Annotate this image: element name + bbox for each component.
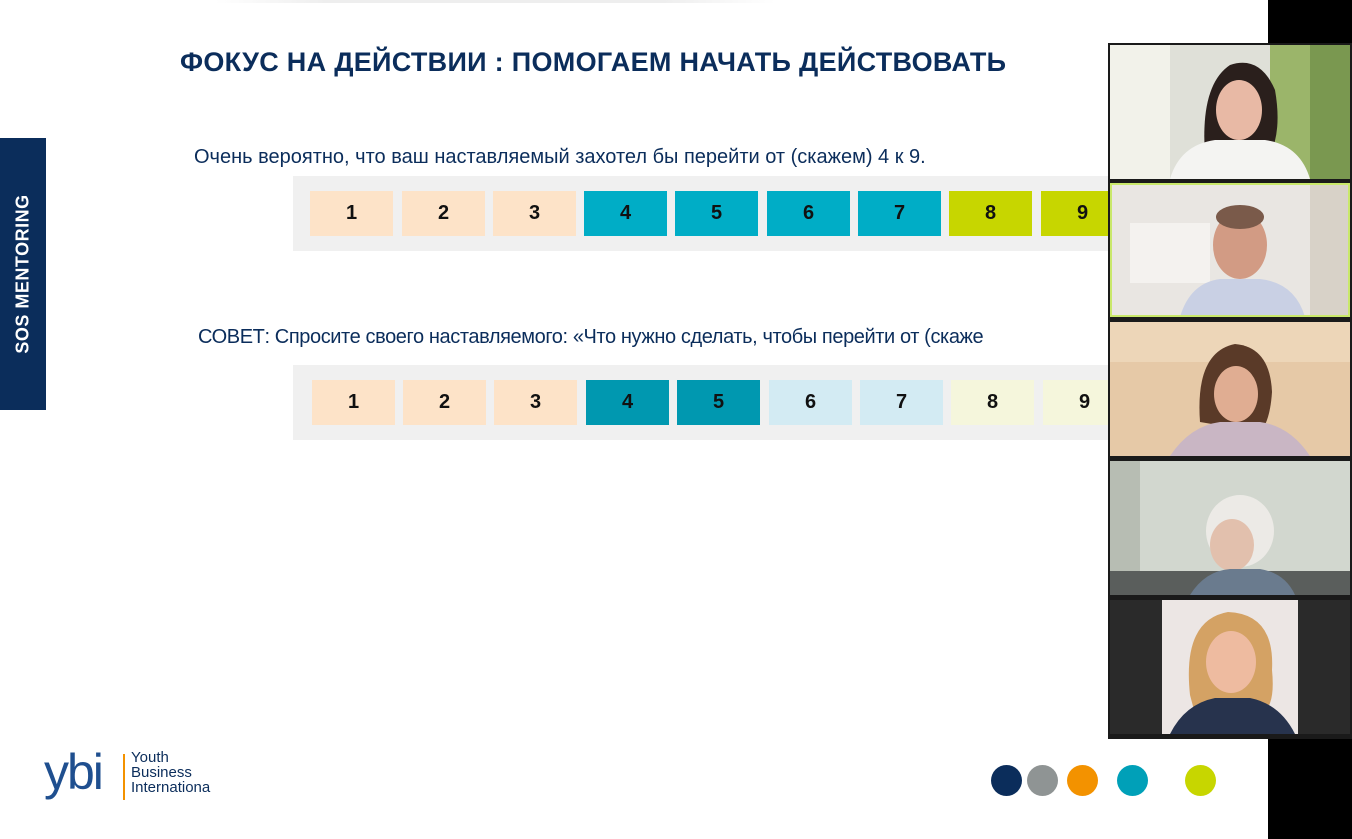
scale-cell: 3 <box>493 191 576 236</box>
participant-video-tile[interactable] <box>1110 183 1350 317</box>
ybi-logo: ybi Youth Business Internationa <box>44 744 234 808</box>
scale-cell: 6 <box>767 191 850 236</box>
logo-line-2: Business <box>131 764 192 781</box>
participant-video-tile[interactable] <box>1110 600 1350 734</box>
brand-dot <box>991 765 1022 796</box>
scale-cell: 2 <box>403 380 486 425</box>
participant-video-1 <box>1110 45 1350 179</box>
side-label-tab: SOS MENTORING <box>0 138 46 410</box>
rating-scale-2: 1 2 3 4 5 6 7 8 9 <box>293 365 1143 440</box>
logo-wordmark: Youth Business Internationa <box>131 750 210 795</box>
scale-cell: 8 <box>951 380 1034 425</box>
participant-video-tile[interactable] <box>1110 322 1350 456</box>
scale-cell: 4 <box>586 380 669 425</box>
logo-divider <box>123 754 125 800</box>
presentation-slide: SOS MENTORING ФОКУС НА ДЕЙСТВИИ : ПОМОГА… <box>0 0 1221 808</box>
scale-cell: 6 <box>769 380 852 425</box>
scale-cell: 8 <box>949 191 1032 236</box>
scale-cell: 7 <box>860 380 943 425</box>
brand-dot <box>1185 765 1216 796</box>
video-gallery-panel <box>1108 43 1352 739</box>
participant-video-4 <box>1110 461 1350 595</box>
participant-video-tile[interactable] <box>1110 45 1350 179</box>
brand-dot <box>1117 765 1148 796</box>
logo-line-1: Youth <box>131 749 169 766</box>
scale-cell: 7 <box>858 191 941 236</box>
scale-cell: 2 <box>402 191 485 236</box>
brand-dot <box>1027 765 1058 796</box>
logo-mark: ybi <box>44 744 104 800</box>
question-text-2: СОВЕТ: Спросите своего наставляемого: «Ч… <box>198 326 984 348</box>
scale-cell: 1 <box>310 191 393 236</box>
scale-cell: 5 <box>677 380 760 425</box>
brand-dot <box>1067 765 1098 796</box>
slide-title: ФОКУС НА ДЕЙСТВИИ : ПОМОГАЕМ НАЧАТЬ ДЕЙС… <box>180 47 1007 77</box>
rating-scale-1: 1 2 3 4 5 6 7 8 9 <box>293 176 1143 251</box>
participant-video-tile[interactable] <box>1110 461 1350 595</box>
scale-cell: 1 <box>312 380 395 425</box>
scale-cell: 5 <box>675 191 758 236</box>
logo-line-3: Internationa <box>131 779 211 796</box>
question-text-1: Очень вероятно, что ваш наставляемый зах… <box>194 146 926 168</box>
participant-video-5 <box>1110 600 1350 734</box>
top-divider <box>215 0 775 3</box>
side-label: SOS MENTORING <box>12 194 33 354</box>
participant-video-3 <box>1110 322 1350 456</box>
scale-cell: 4 <box>584 191 667 236</box>
brand-dots <box>991 765 1221 797</box>
participant-video-2 <box>1110 183 1350 317</box>
scale-cell: 3 <box>494 380 577 425</box>
